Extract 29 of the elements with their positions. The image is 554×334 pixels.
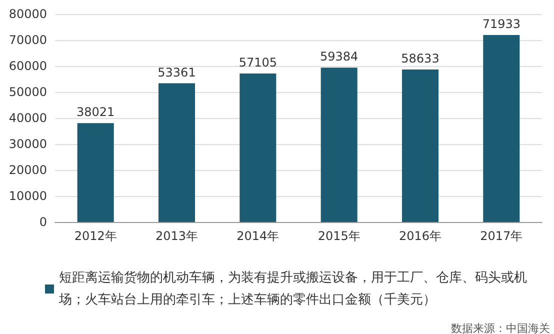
data-label: 53361 — [158, 65, 196, 80]
y-tick-label: 50000 — [8, 85, 47, 99]
bar — [77, 123, 114, 222]
y-tick-label: 80000 — [8, 7, 47, 21]
data-label: 38021 — [76, 105, 115, 120]
y-tick-label: 10000 — [8, 189, 47, 203]
y-tick-label: 70000 — [8, 33, 47, 47]
x-tick-label: 2016年 — [398, 229, 442, 243]
bar — [483, 34, 520, 222]
source-note: 数据来源：中国海关 — [451, 322, 550, 334]
data-label: 58633 — [401, 52, 440, 66]
x-tick-label: 2012年 — [74, 229, 117, 243]
y-tick-label: 20000 — [8, 163, 47, 177]
bar — [240, 74, 276, 222]
y-tick-label: 0 — [39, 215, 47, 229]
y-tick-label: 40000 — [8, 111, 47, 125]
y-tick-label: 30000 — [8, 137, 47, 151]
bar — [158, 83, 196, 222]
bar — [402, 70, 439, 222]
x-tick-label: 2017年 — [480, 229, 523, 243]
bar — [320, 68, 358, 222]
y-tick-label: 60000 — [8, 59, 47, 73]
data-label: 71933 — [482, 16, 521, 31]
x-tick-label: 2013年 — [155, 229, 198, 243]
data-label: 59384 — [320, 50, 358, 64]
data-label: 57105 — [238, 56, 278, 70]
x-tick-label: 2014年 — [236, 229, 280, 243]
x-tick-label: 2015年 — [318, 229, 360, 243]
legend-label: 短距离运输货物的机动车辆，为装有提升或搬运设备，用于工厂、仓库、码头或机场；火车站台上用的牵引车；上述车辆的零件出口金额（千美元） — [58, 270, 527, 308]
